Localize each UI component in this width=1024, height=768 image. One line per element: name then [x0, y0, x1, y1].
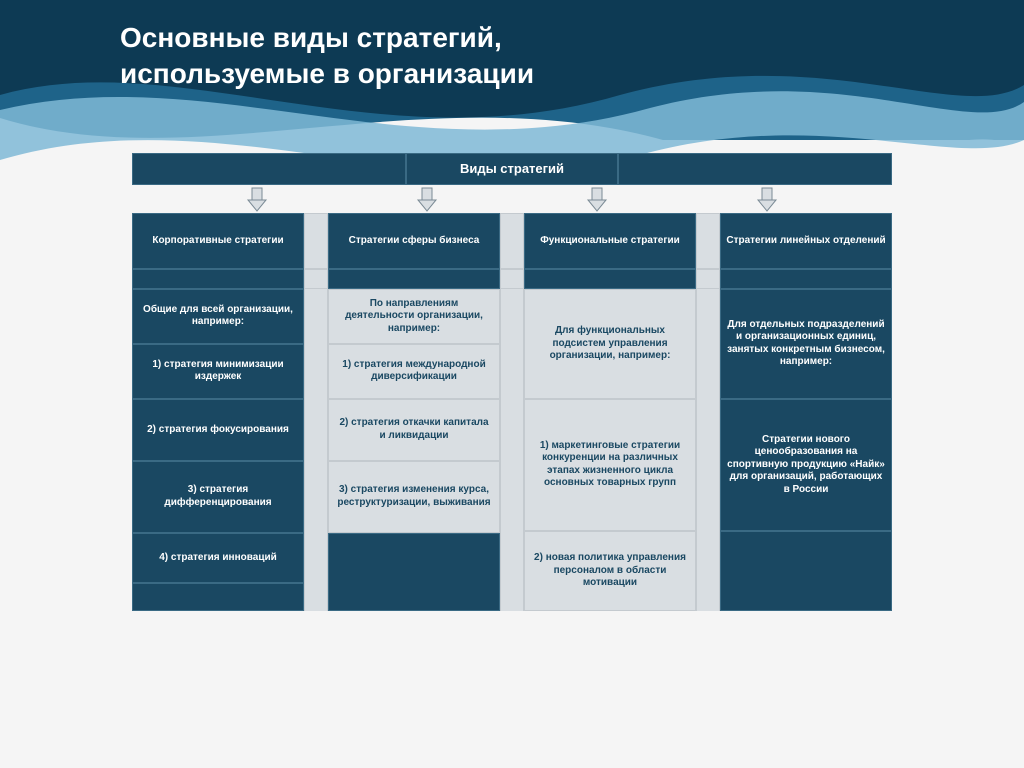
biz-item-1: 1) стратегия международной диверсификаци…	[328, 344, 500, 399]
col-gap	[500, 289, 524, 611]
arrow-down-icon	[755, 187, 779, 211]
biz-item-3: 3) стратегия изменения курса, реструктур…	[328, 461, 500, 533]
title-line-2: используемые в организации	[120, 58, 534, 89]
line-desc: Для отдельных подразделений и организаци…	[720, 289, 892, 399]
title-line-1: Основные виды стратегий,	[120, 22, 502, 53]
category-functional: Функциональные стратегии	[524, 213, 696, 269]
corp-item-4: 4) стратегия инноваций	[132, 533, 304, 583]
gap	[696, 213, 720, 269]
col-gap	[696, 289, 720, 611]
header-bar: Виды стратегий	[132, 153, 892, 185]
spacer	[720, 269, 892, 289]
gap	[500, 213, 524, 269]
func-item-1: 1) маркетинговые стратегии конкуренции н…	[524, 399, 696, 531]
arrow-down-icon	[245, 187, 269, 211]
func-item-2: 2) новая политика управления персоналом …	[524, 531, 696, 611]
func-desc: Для функциональных подсистем управления …	[524, 289, 696, 399]
strategy-grid: Общие для всей организации, например: 1)…	[132, 289, 892, 611]
line-item-1: Стратегии нового ценообразования на спор…	[720, 399, 892, 531]
corp-tail	[132, 583, 304, 611]
header-right-seg	[618, 153, 892, 185]
col-gap	[304, 289, 328, 611]
biz-item-2: 2) стратегия откачки капитала и ликвидац…	[328, 399, 500, 461]
corp-item-3: 3) стратегия дифференцирования	[132, 461, 304, 533]
header-label: Виды стратегий	[406, 153, 617, 185]
arrows-row	[132, 185, 892, 213]
page-title: Основные виды стратегий, используемые в …	[0, 0, 1024, 93]
header-left-seg	[132, 153, 406, 185]
category-corporate: Корпоративные стратегии	[132, 213, 304, 269]
col-business: По направлениям деятельности организации…	[328, 289, 500, 611]
biz-desc: По направлениям деятельности организации…	[328, 289, 500, 344]
gap	[304, 269, 328, 289]
corp-item-2: 2) стратегия фокусирования	[132, 399, 304, 461]
gap	[304, 213, 328, 269]
line-tail	[720, 531, 892, 611]
spacer-row	[132, 269, 892, 289]
spacer	[132, 269, 304, 289]
categories-row: Корпоративные стратегии Стратегии сферы …	[132, 213, 892, 269]
col-corporate: Общие для всей организации, например: 1)…	[132, 289, 304, 611]
arrow-down-icon	[585, 187, 609, 211]
corp-desc: Общие для всей организации, например:	[132, 289, 304, 344]
col-functional: Для функциональных подсистем управления …	[524, 289, 696, 611]
corp-item-1: 1) стратегия минимизации издержек	[132, 344, 304, 399]
spacer	[524, 269, 696, 289]
gap	[696, 269, 720, 289]
diagram-content: Виды стратегий Корпоративные стратегии С…	[132, 153, 892, 611]
col-linear: Для отдельных подразделений и организаци…	[720, 289, 892, 611]
spacer	[328, 269, 500, 289]
gap	[500, 269, 524, 289]
category-linear: Стратегии линейных отделений	[720, 213, 892, 269]
category-business: Стратегии сферы бизнеса	[328, 213, 500, 269]
biz-tail	[328, 533, 500, 611]
arrow-down-icon	[415, 187, 439, 211]
